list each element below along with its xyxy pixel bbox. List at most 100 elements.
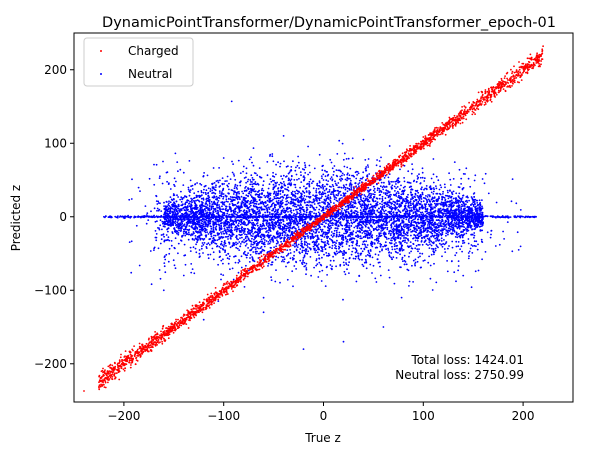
neutral-point <box>233 175 236 177</box>
neutral-point <box>344 192 347 195</box>
neutral-point <box>277 187 279 190</box>
neutral-point <box>285 227 288 230</box>
neutral-point <box>301 249 304 252</box>
neutral-point <box>317 243 320 246</box>
neutral-point <box>198 249 201 251</box>
neutral-point <box>350 188 353 191</box>
neutral-point <box>293 179 296 181</box>
neutral-point <box>412 243 415 246</box>
neutral-point <box>421 176 424 179</box>
neutral-point <box>391 245 393 248</box>
neutral-point <box>335 194 338 196</box>
neutral-point <box>221 205 223 208</box>
neutral-point <box>211 189 214 192</box>
neutral-point <box>402 225 405 228</box>
neutral-point <box>228 188 230 191</box>
neutral-point <box>300 194 303 197</box>
neutral-point <box>430 203 433 206</box>
neutral-point <box>265 240 268 242</box>
neutral-point <box>185 196 188 199</box>
neutral-point <box>385 248 387 251</box>
neutral-point <box>213 234 215 237</box>
neutral-point <box>256 174 259 177</box>
neutral-point <box>371 234 374 237</box>
neutral-point <box>375 226 378 229</box>
neutral-point <box>433 188 435 191</box>
neutral-point <box>447 247 449 250</box>
neutral-point <box>292 160 294 163</box>
neutral-point <box>420 213 423 216</box>
neutral-point <box>244 233 246 236</box>
neutral-point <box>384 236 387 239</box>
neutral-point <box>304 166 307 169</box>
neutral-point <box>324 233 327 236</box>
neutral-point <box>325 252 328 254</box>
neutral-point <box>272 192 275 195</box>
neutral-point <box>348 245 351 247</box>
neutral-point <box>287 254 289 256</box>
neutral-point <box>327 252 330 255</box>
neutral-point <box>330 238 333 241</box>
neutral-point <box>219 243 222 246</box>
neutral-point <box>364 199 366 202</box>
neutral-point <box>252 182 255 185</box>
neutral-point <box>251 177 254 179</box>
neutral-point <box>335 229 338 232</box>
neutral-point <box>437 226 440 229</box>
neutral-point <box>290 196 292 199</box>
neutral-point <box>478 199 481 202</box>
neutral-point <box>270 279 273 281</box>
neutral-point <box>170 240 173 242</box>
neutral-point <box>267 196 269 199</box>
neutral-point <box>301 221 304 224</box>
neutral-point <box>179 198 182 201</box>
neutral-point <box>260 192 263 195</box>
neutral-point <box>468 199 470 202</box>
neutral-point <box>327 243 330 246</box>
neutral-point <box>217 200 220 202</box>
neutral-point <box>271 199 273 202</box>
neutral-point <box>414 258 417 261</box>
neutral-point <box>391 206 394 209</box>
neutral-point <box>379 206 382 208</box>
neutral-point <box>257 183 260 186</box>
neutral-point <box>260 206 263 209</box>
neutral-point <box>410 172 413 175</box>
neutral-point <box>295 244 298 247</box>
neutral-point <box>384 241 387 244</box>
neutral-point <box>300 242 303 245</box>
neutral-point <box>434 204 437 207</box>
neutral-point <box>253 260 256 263</box>
neutral-point <box>355 231 357 234</box>
neutral-point <box>309 248 312 251</box>
neutral-point <box>332 185 335 188</box>
neutral-point <box>449 200 451 202</box>
neutral-point <box>319 226 321 229</box>
neutral-point <box>336 200 339 203</box>
neutral-point <box>381 249 383 252</box>
neutral-point <box>370 244 373 247</box>
neutral-point <box>290 193 293 196</box>
neutral-point <box>362 197 365 200</box>
neutral-point <box>333 229 336 232</box>
neutral-point <box>210 200 213 203</box>
neutral-point <box>338 212 340 215</box>
neutral-point <box>396 190 399 193</box>
neutral-point <box>239 184 242 187</box>
neutral-point <box>417 176 420 179</box>
neutral-point <box>247 237 250 240</box>
neutral-point <box>235 221 238 224</box>
neutral-point <box>453 212 456 214</box>
neutral-point <box>405 225 407 228</box>
neutral-point <box>348 272 350 274</box>
neutral-point <box>417 250 419 253</box>
neutral-point <box>269 178 272 181</box>
neutral-point <box>251 237 253 240</box>
neutral-point <box>430 191 433 194</box>
neutral-point <box>254 205 257 208</box>
neutral-point <box>289 252 292 254</box>
neutral-point <box>369 237 371 239</box>
neutral-point <box>207 192 209 195</box>
neutral-point <box>457 245 460 248</box>
neutral-point <box>282 240 285 243</box>
